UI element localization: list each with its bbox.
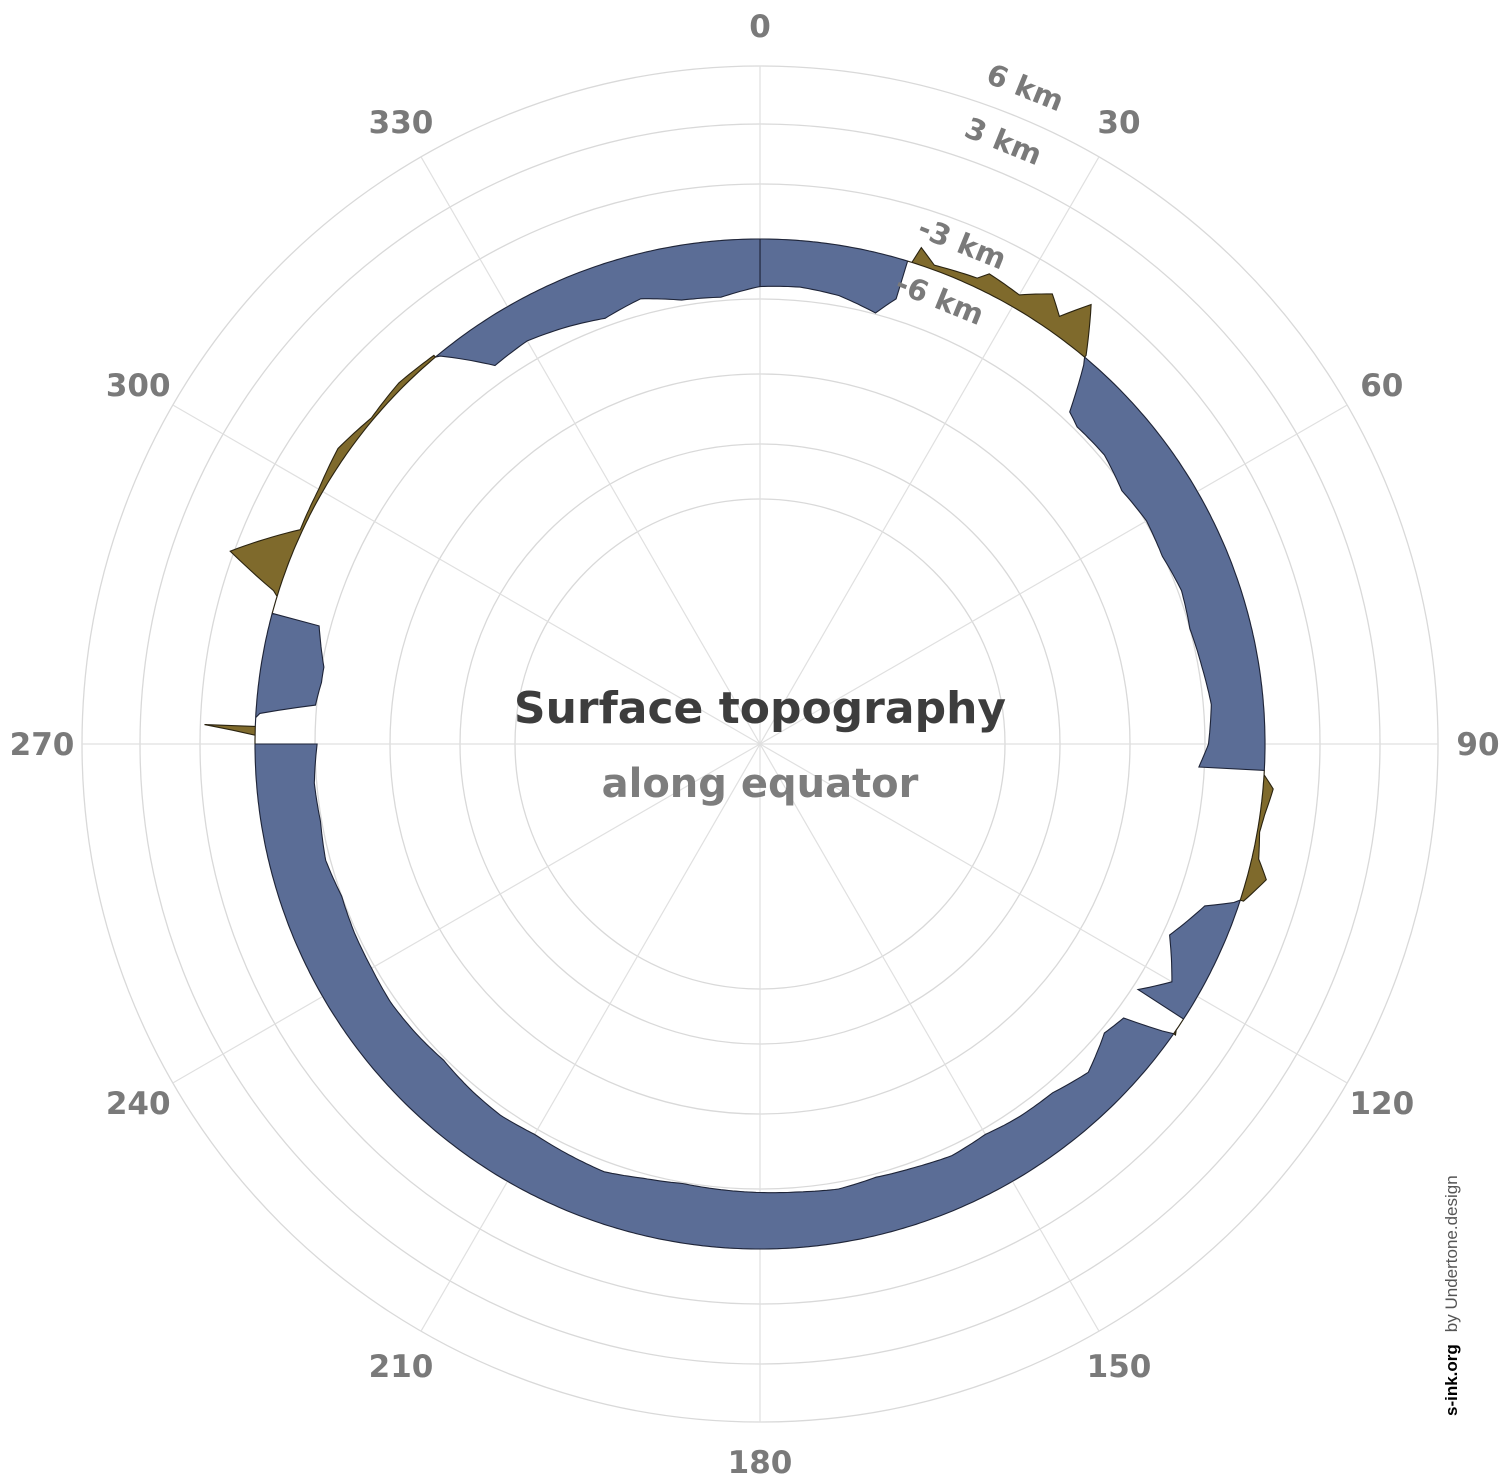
angle-tick-label: 330 [369, 105, 434, 141]
ocean-depth-area [435, 238, 761, 367]
angle-tick-label: 60 [1360, 368, 1403, 404]
ocean-depth-area [254, 612, 325, 727]
ocean-depth-area [1136, 899, 1242, 1020]
grid-spoke [172, 404, 761, 745]
credit-by: by Undertone.design [1442, 1175, 1461, 1332]
angle-tick-label: 240 [106, 1086, 171, 1122]
angle-tick-label: 270 [10, 727, 75, 763]
chart-subtitle: along equator [602, 761, 919, 807]
elevation-series [204, 238, 1274, 1250]
grid-spoke [759, 743, 1100, 1332]
radial-tick-labels: 6 km3 km-3 km-6 km [891, 57, 1069, 332]
radial-tick-label: 6 km [982, 57, 1069, 118]
angle-tick-label: 210 [369, 1349, 434, 1385]
angle-tick-label: 0 [749, 9, 771, 45]
grid-spoke [420, 743, 761, 1332]
grid-spoke [759, 156, 1100, 745]
angle-tick-label: 90 [1456, 727, 1499, 763]
radial-tick-label: -6 km [891, 266, 989, 332]
svg-text:s-ink.org by Undertone.d: s-ink.org by Undertone.design [1442, 1175, 1461, 1416]
credit-domain: s-ink.org [1442, 1344, 1461, 1416]
ocean-depth-area [759, 238, 909, 314]
land-elevation-area [229, 354, 437, 614]
angle-tick-label: 120 [1349, 1086, 1414, 1122]
angle-tick-label: 300 [106, 368, 171, 404]
land-elevation-area [1239, 770, 1274, 902]
ocean-depth-area [254, 743, 1175, 1250]
credit: s-ink.org by Undertone.design [1442, 1175, 1461, 1416]
angle-tick-label: 30 [1097, 105, 1140, 141]
ocean-depth-area [1069, 356, 1266, 771]
land-elevation-area [1172, 1018, 1184, 1036]
chart-title: Surface topography [514, 683, 1006, 734]
grid-spoke [759, 404, 1348, 745]
land-elevation-area [204, 724, 256, 744]
radial-tick-label: 3 km [960, 111, 1047, 172]
grid-spoke [420, 156, 761, 745]
land-elevation-area [907, 246, 1092, 358]
angle-tick-labels: 0 30 60 90 120 150 180 210 240 270 300 330 [10, 9, 1500, 1479]
grid-spoke [759, 743, 1348, 1084]
angle-tick-label: 150 [1087, 1349, 1152, 1385]
grid-spoke [172, 743, 761, 1084]
angle-tick-label: 180 [728, 1445, 793, 1479]
